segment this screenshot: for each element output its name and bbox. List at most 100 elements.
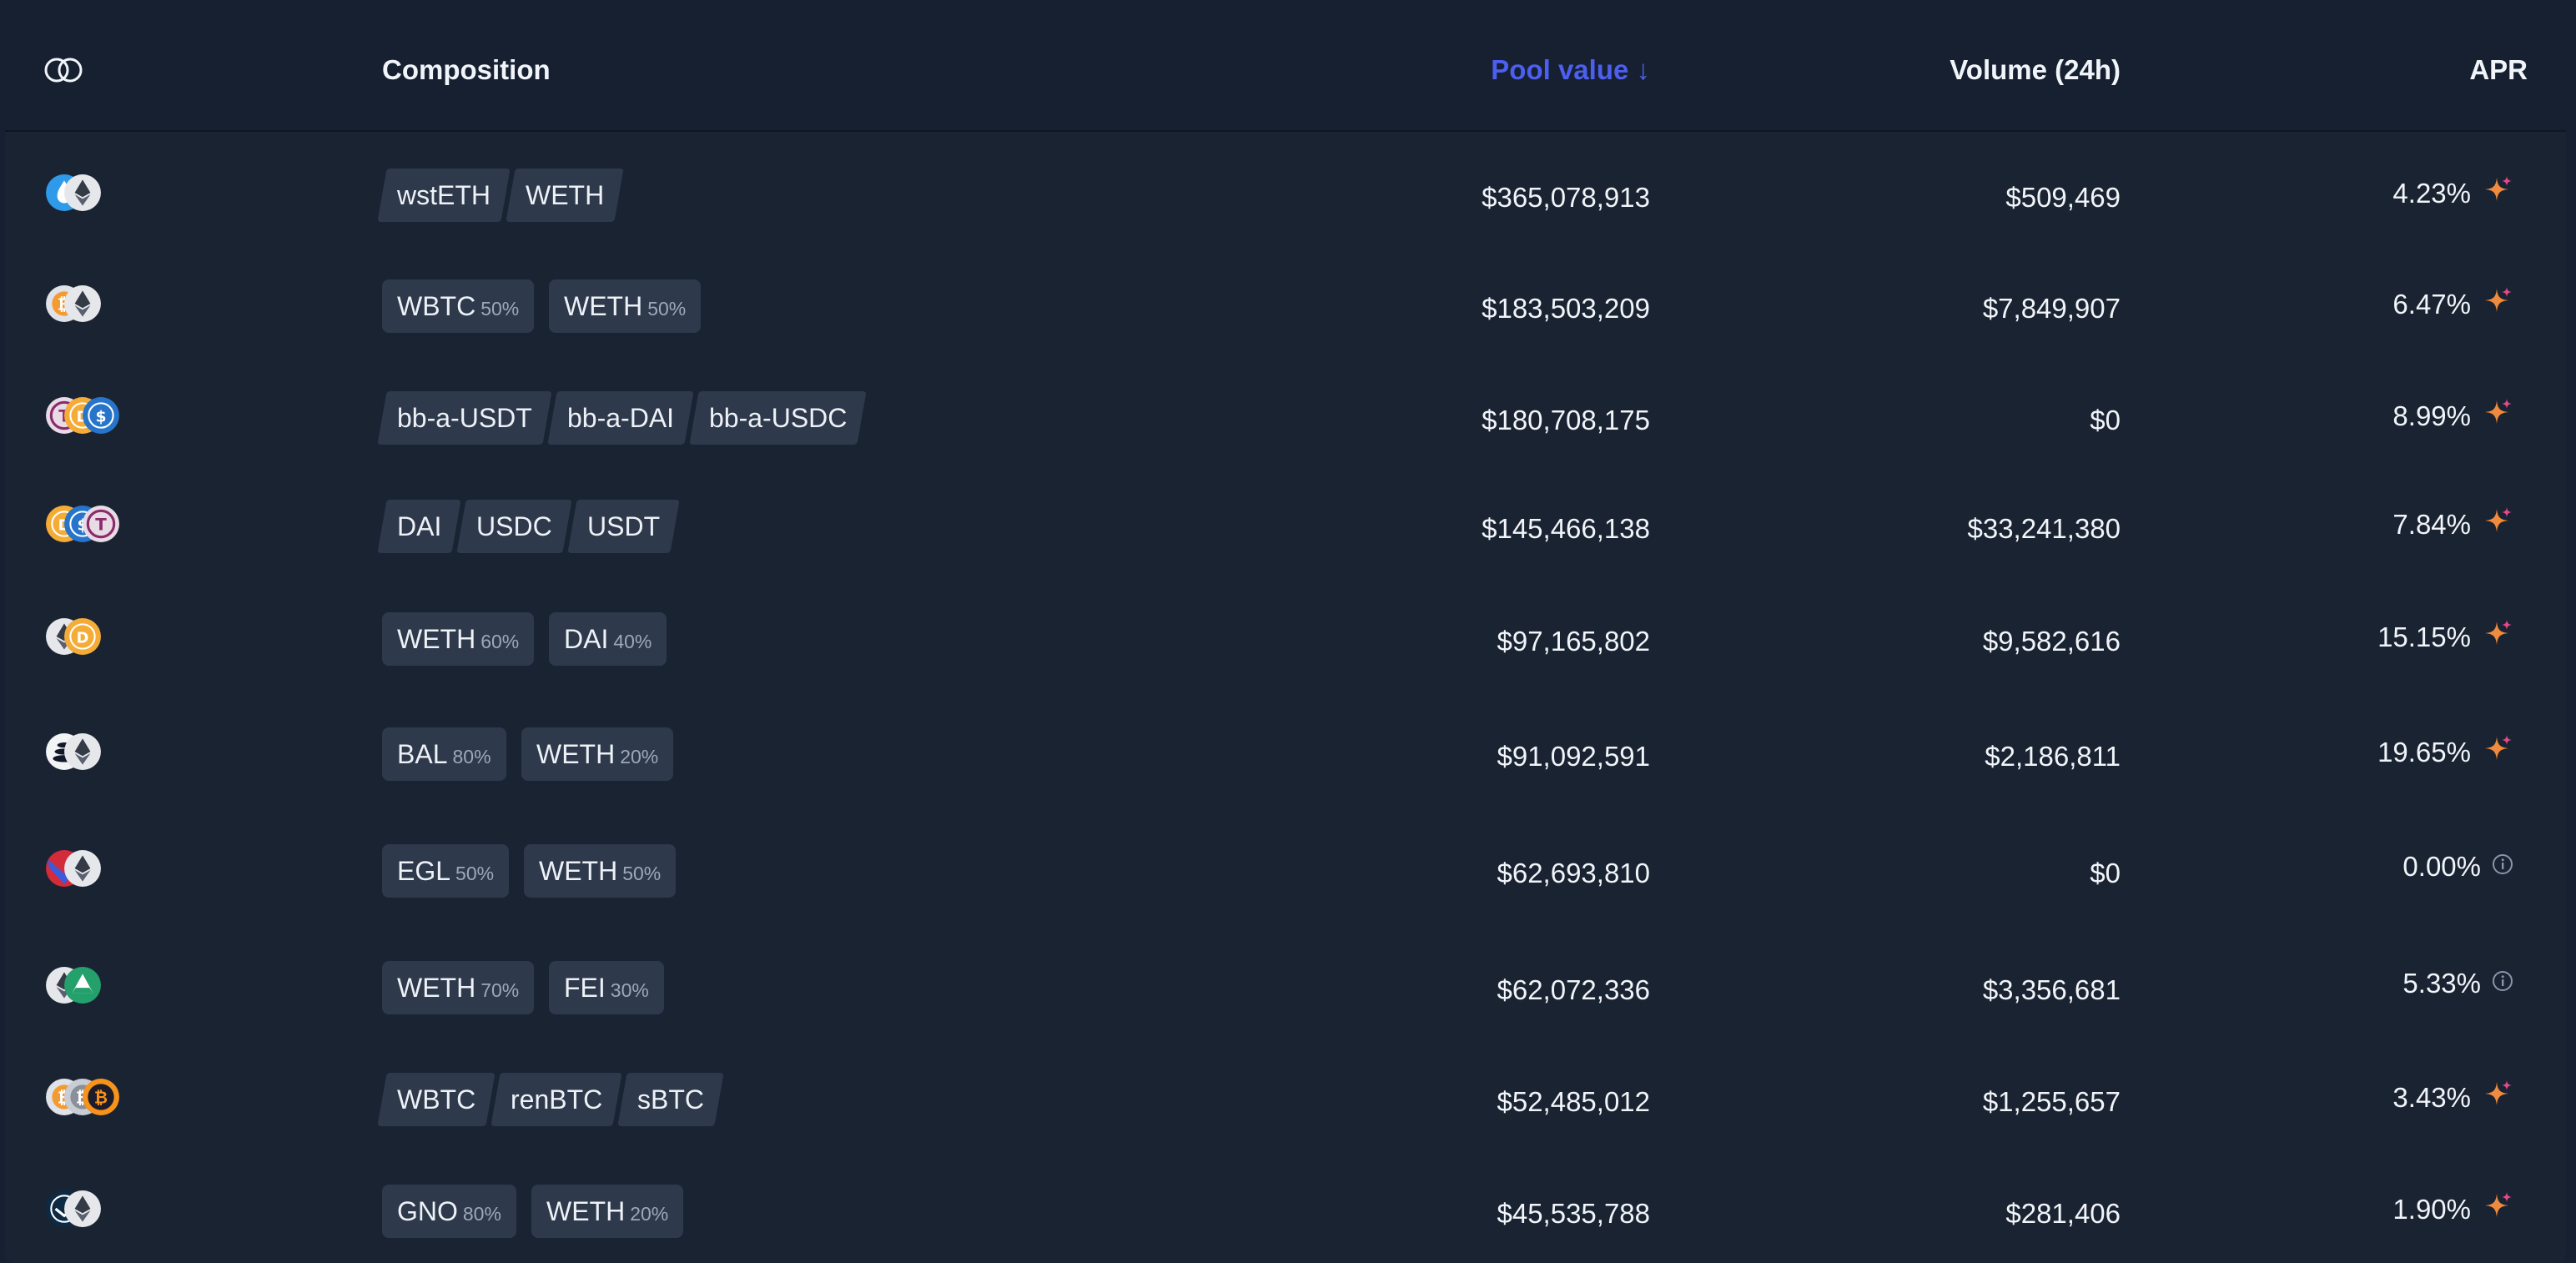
token-chip[interactable]: wstETH [377, 169, 511, 222]
pool-row[interactable]: WETH 70% FEI 30% $62,072,336 $3,356,681 5.33% [5, 961, 2566, 1018]
pool-apr[interactable]: 1.90% [2392, 1191, 2514, 1228]
header-volume-sort[interactable]: Volume (24h) [1950, 54, 2121, 85]
pool-row[interactable]: GNO 80% WETH 20% $45,535,788 $281,406 1.90% [5, 1185, 2566, 1241]
apr-value: 6.47% [2392, 289, 2471, 320]
pool-volume: $2,186,811 [1985, 741, 2121, 772]
apr-value: 19.65% [2377, 737, 2471, 767]
token-chip[interactable]: bb-a-DAI [547, 391, 694, 445]
pool-apr[interactable]: 3.43% [2392, 1079, 2514, 1116]
token-symbol: WETH [546, 1196, 626, 1226]
token-symbol: bb-a-DAI [567, 403, 675, 433]
fei-icon [64, 967, 101, 1004]
token-symbol: WETH [526, 180, 605, 210]
pool-apr[interactable]: 0.00% [2402, 851, 2514, 883]
pool-row[interactable]: D WETH 60% DAI 40% $97,165,802 $9,582,616 15.15… [5, 612, 2566, 669]
pool-value: $91,092,591 [1497, 741, 1650, 772]
token-symbol: WETH [539, 856, 618, 886]
token-chip[interactable]: WETH [506, 169, 624, 222]
token-symbol: GNO [397, 1196, 458, 1226]
token-symbol: WETH [397, 624, 476, 654]
token-weight: 80% [452, 746, 491, 767]
sparkle-icon[interactable] [2481, 506, 2514, 543]
pool-volume: $0 [2090, 858, 2121, 888]
pool-apr[interactable]: 7.84% [2392, 506, 2514, 543]
sparkle-icon[interactable] [2481, 398, 2514, 435]
token-chip[interactable]: BAL 80% [382, 727, 506, 781]
token-chip[interactable]: WBTC [377, 1073, 496, 1126]
token-weight: 20% [620, 746, 659, 767]
header-apr-sort[interactable]: APR [2469, 54, 2528, 85]
token-chip[interactable]: USDC [456, 500, 572, 553]
token-chip[interactable]: FEI 30% [549, 961, 664, 1014]
info-icon[interactable] [2491, 968, 2514, 999]
pool-apr[interactable]: 19.65% [2377, 734, 2514, 771]
eth-icon [64, 850, 101, 887]
sparkle-icon[interactable] [2481, 734, 2514, 771]
token-chip[interactable]: WBTC 50% [382, 279, 535, 333]
token-symbol: WETH [536, 739, 616, 769]
token-weight: 50% [455, 863, 495, 884]
token-chip[interactable]: bb-a-USDC [689, 391, 868, 445]
token-symbol: bb-a-USDT [397, 403, 532, 433]
table-header: Composition Pool value ↓ Volume (24h) AP… [5, 10, 2566, 132]
token-chip[interactable]: WETH 50% [524, 844, 677, 898]
token-chip[interactable]: sBTC [617, 1073, 724, 1126]
token-symbol: BAL [397, 739, 448, 769]
pool-row[interactable]: ₿ WBTC 50% WETH 50% $183,503,209 $7,849,907 6.4… [5, 279, 2566, 336]
pool-row[interactable]: D $ T DAI USDC USDT $145,466,138 $33,241,380 7.8… [5, 500, 2566, 556]
token-symbol: renBTC [511, 1084, 603, 1115]
pool-row[interactable]: wstETH WETH $365,078,913 $509,469 4.23% [5, 169, 2566, 225]
token-symbol: DAI [397, 511, 442, 541]
pool-apr[interactable]: 8.99% [2392, 398, 2514, 435]
pool-apr[interactable]: 15.15% [2377, 619, 2514, 656]
header-composition: Composition [382, 54, 551, 85]
pool-volume: $9,582,616 [1982, 626, 2121, 657]
pools-table: Composition Pool value ↓ Volume (24h) AP… [5, 10, 2566, 1263]
sparkle-icon[interactable] [2481, 286, 2514, 323]
pool-row[interactable]: T D $ bb-a-USDT bb-a-DAI bb-a-USDC $180,708,17… [5, 391, 2566, 448]
token-symbol: WBTC [397, 291, 476, 321]
token-weight: 50% [480, 298, 520, 320]
info-icon[interactable] [2491, 851, 2514, 883]
pool-apr[interactable]: 5.33% [2402, 968, 2514, 999]
token-chip[interactable]: DAI [377, 500, 461, 553]
token-chip[interactable]: EGL 50% [382, 844, 510, 898]
pool-volume: $3,356,681 [1982, 974, 2121, 1005]
apr-value: 5.33% [2402, 968, 2481, 999]
token-chip[interactable]: GNO 80% [382, 1185, 516, 1238]
eth-icon [64, 174, 101, 211]
token-chip[interactable]: WETH 20% [531, 1185, 684, 1238]
token-symbol: USDT [587, 511, 661, 541]
sparkle-icon[interactable] [2481, 1191, 2514, 1228]
token-chip[interactable]: USDT [567, 500, 680, 553]
sparkle-icon[interactable] [2481, 1079, 2514, 1116]
token-chip[interactable]: WETH 60% [382, 612, 535, 666]
token-weight: 60% [480, 631, 520, 652]
pool-apr[interactable]: 6.47% [2392, 286, 2514, 323]
token-symbol: WETH [564, 291, 643, 321]
token-chip[interactable]: WETH 50% [549, 279, 702, 333]
pool-row[interactable]: EGL 50% WETH 50% $62,693,810 $0 0.00% [5, 844, 2566, 901]
pool-row[interactable]: BAL 80% WETH 20% $91,092,591 $2,186,811 19.65% [5, 727, 2566, 784]
token-chip[interactable]: bb-a-USDT [377, 391, 552, 445]
apr-value: 8.99% [2392, 400, 2471, 431]
token-chip[interactable]: WETH 20% [521, 727, 674, 781]
pool-row[interactable]: ₿ ₿ ₿ WBTC renBTC sBTC $52,485,012 $1,255,657 3.… [5, 1073, 2566, 1130]
pool-volume: $281,406 [2005, 1198, 2121, 1229]
header-pool-value-sort[interactable]: Pool value ↓ [1491, 54, 1650, 85]
eth-icon [64, 285, 101, 322]
token-symbol: WETH [397, 973, 476, 1003]
pool-apr[interactable]: 4.23% [2392, 175, 2514, 212]
sparkle-icon[interactable] [2481, 619, 2514, 656]
eth-icon [64, 733, 101, 770]
token-weight: 50% [622, 863, 662, 884]
apr-value: 1.90% [2392, 1194, 2471, 1225]
token-chip[interactable]: DAI 40% [549, 612, 667, 666]
token-chip[interactable]: renBTC [491, 1073, 622, 1126]
apr-value: 3.43% [2392, 1082, 2471, 1113]
token-weight: 40% [613, 631, 652, 652]
token-chip[interactable]: WETH 70% [382, 961, 535, 1014]
sparkle-icon[interactable] [2481, 175, 2514, 212]
token-weight: 70% [480, 979, 520, 1001]
pool-value: $97,165,802 [1497, 626, 1650, 657]
